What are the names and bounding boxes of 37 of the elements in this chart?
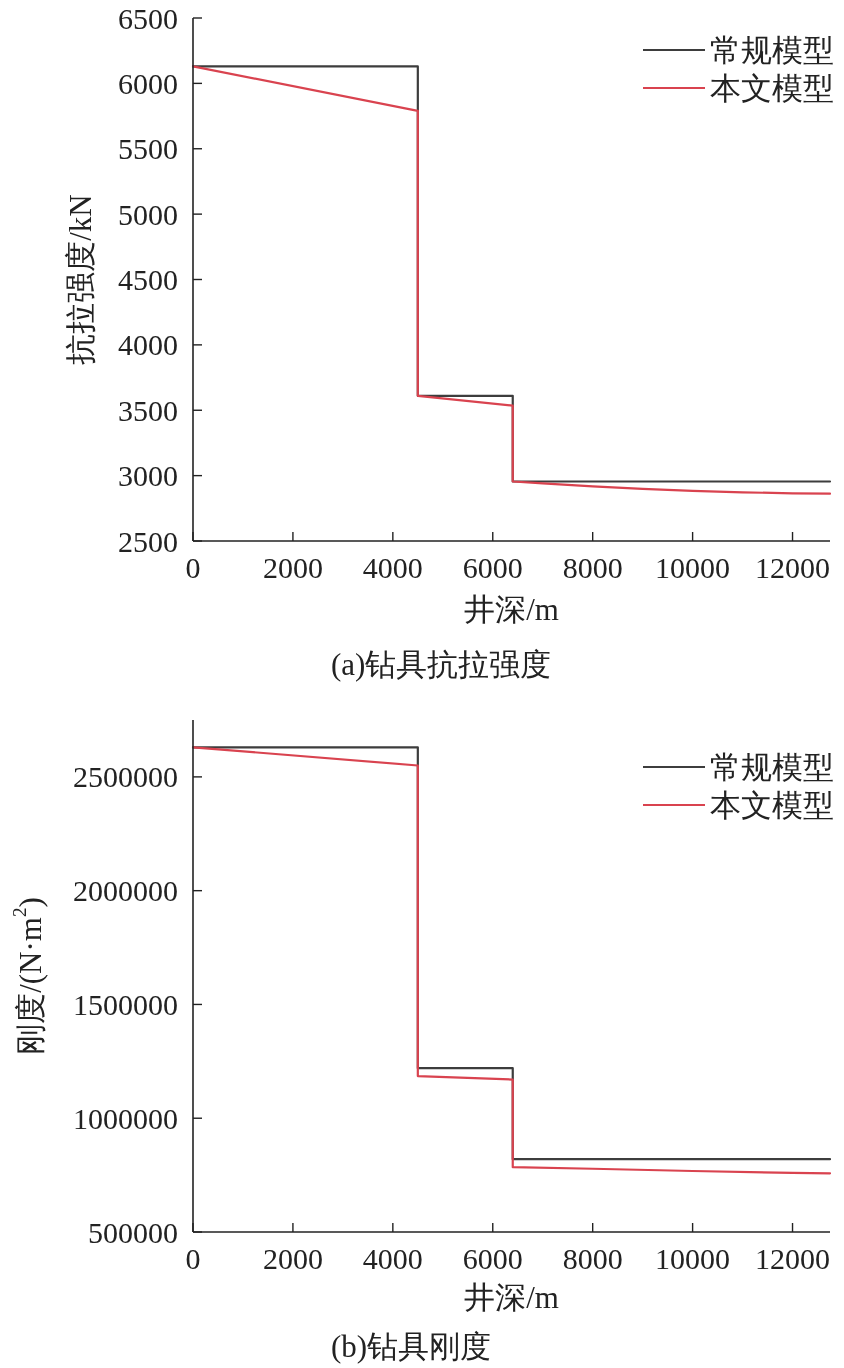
x-axis-title: 井深/m <box>464 592 559 627</box>
x-tick-label: 6000 <box>462 551 523 584</box>
y-tick-label: 6000 <box>118 66 178 100</box>
x-tick-label: 10000 <box>655 1242 731 1275</box>
x-tick-label: 4000 <box>362 551 423 584</box>
x-tick-label: 10000 <box>655 551 731 584</box>
x-tick-label: 6000 <box>462 1242 523 1275</box>
y-tick-label: 5500 <box>118 132 178 166</box>
x-tick-label: 4000 <box>362 1242 423 1275</box>
y-tick-label: 3500 <box>118 393 178 427</box>
y-tick-label: 2000000 <box>73 874 178 908</box>
x-tick-label: 8000 <box>562 1242 623 1275</box>
legend-label: 本文模型 <box>710 787 834 823</box>
y-tick-label: 1500000 <box>73 987 178 1021</box>
x-tick-label: 8000 <box>562 551 623 584</box>
x-tick-label: 12000 <box>755 1242 831 1275</box>
x-tick-label: 2000 <box>262 551 323 584</box>
y-tick-label: 2500 <box>118 524 178 558</box>
y-tick-label: 3000 <box>118 459 178 493</box>
text: (a)钻具抗拉强度 <box>331 647 552 682</box>
x-tick-label: 0 <box>185 1242 201 1275</box>
legend-label: 本文模型 <box>710 70 834 106</box>
y-tick-label: 5000 <box>118 197 178 231</box>
y-tick-label: 4500 <box>118 263 178 296</box>
x-tick-label: 2000 <box>262 1242 323 1275</box>
y-tick-label: 1000000 <box>73 1101 178 1135</box>
y-tick-label: 2500000 <box>73 760 178 794</box>
y-tick-label: 4000 <box>118 328 178 362</box>
x-tick-label: 0 <box>185 551 201 584</box>
y-axis-title: 抗拉强度/kN <box>62 194 98 365</box>
legend-label: 常规模型 <box>710 749 834 785</box>
text: (b)钻具刚度 <box>331 1329 492 1364</box>
y-tick-label: 500000 <box>88 1215 178 1249</box>
x-axis-title: 井深/m <box>464 1280 559 1315</box>
x-tick-label: 12000 <box>755 551 831 584</box>
legend-label: 常规模型 <box>710 32 834 68</box>
y-tick-label: 6500 <box>118 1 178 35</box>
